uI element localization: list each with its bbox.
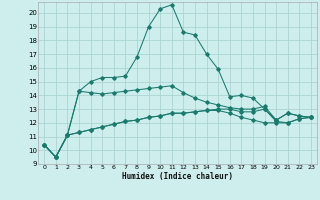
X-axis label: Humidex (Indice chaleur): Humidex (Indice chaleur) (122, 172, 233, 181)
